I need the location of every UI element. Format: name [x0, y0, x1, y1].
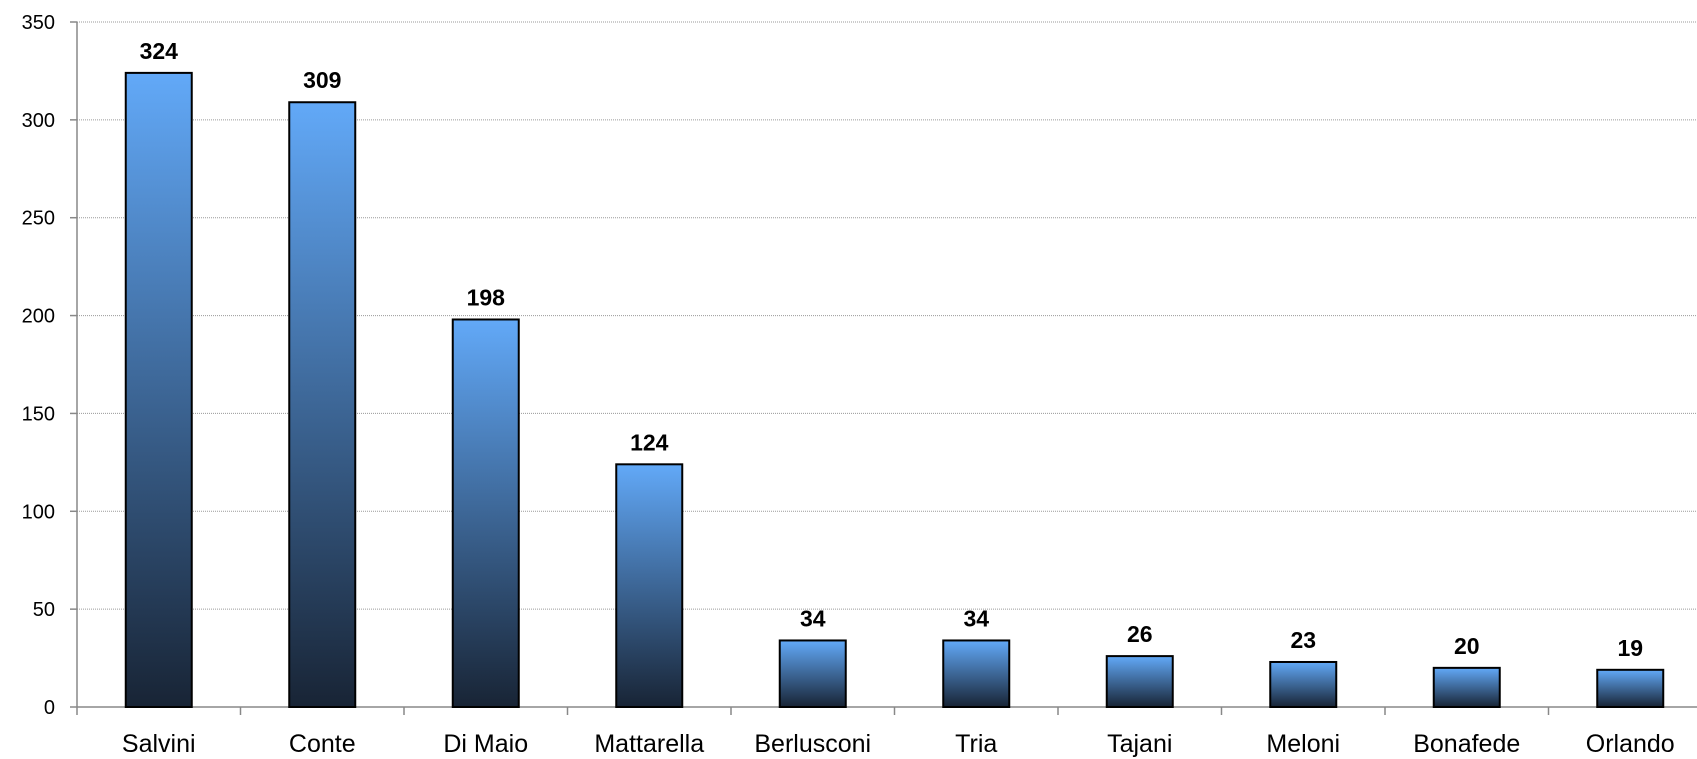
y-tick-label: 250	[22, 208, 55, 230]
y-tick-label: 350	[22, 12, 55, 34]
data-label: 20	[1454, 633, 1480, 659]
data-label: 26	[1127, 621, 1153, 647]
y-tick-label: 0	[44, 697, 55, 719]
y-tick-label: 300	[22, 110, 55, 132]
data-label: 324	[140, 38, 179, 64]
data-label: 124	[630, 429, 669, 455]
bar-bonafede	[1432, 666, 1501, 708]
bar-di-maio	[451, 318, 520, 708]
bar-conte	[288, 101, 357, 708]
bar-berlusconi	[778, 639, 847, 709]
x-tick-label: Berlusconi	[754, 730, 871, 758]
x-tick-label: Mattarella	[594, 730, 704, 758]
y-tick-label: 100	[22, 501, 55, 523]
bar-tajani	[1105, 655, 1174, 708]
data-label: 19	[1617, 635, 1643, 661]
data-label: 34	[963, 605, 989, 631]
x-tick-label: Di Maio	[443, 730, 528, 758]
x-tick-label: Tria	[955, 730, 997, 758]
bars	[124, 71, 1665, 709]
y-tick-label: 150	[22, 403, 55, 425]
data-label: 198	[467, 284, 506, 310]
bar-orlando	[1596, 668, 1665, 708]
y-tick-label: 200	[22, 306, 55, 328]
data-label: 34	[800, 605, 826, 631]
x-tick-label: Bonafede	[1413, 730, 1520, 758]
y-tick-label: 50	[33, 599, 55, 621]
labels: 0 50 100 150 200 250 300 350 324 Salvini 309 Conte 1…	[22, 12, 1675, 758]
x-tick-label: Tajani	[1107, 730, 1172, 758]
bar-meloni	[1269, 660, 1338, 709]
bar-salvini	[124, 71, 193, 708]
bar-tria	[942, 639, 1011, 709]
x-tick-label: Orlando	[1586, 730, 1675, 758]
x-tick-label: Salvini	[122, 730, 196, 758]
bar-mattarella	[615, 463, 684, 709]
data-label: 309	[303, 67, 341, 93]
data-label: 23	[1290, 627, 1316, 653]
x-tick-label: Conte	[289, 730, 356, 758]
x-tick-label: Meloni	[1266, 730, 1340, 758]
